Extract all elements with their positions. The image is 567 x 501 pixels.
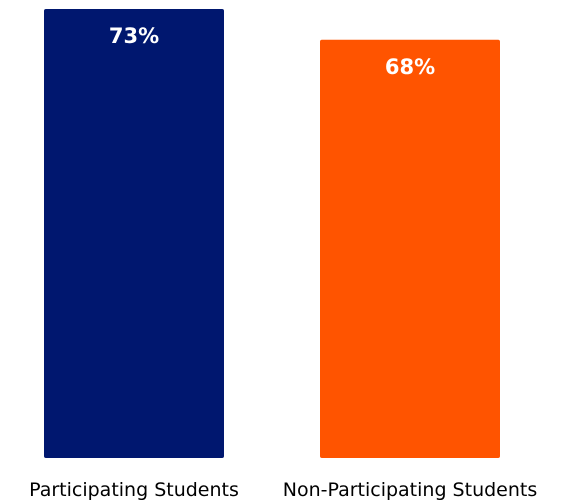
bar-value-label: 68% [385, 55, 435, 79]
category-label: Non-Participating Students [283, 479, 538, 501]
bar-value-label: 73% [109, 24, 159, 48]
bar-2 [320, 39, 500, 459]
value-labels-group: 73% 68% [109, 24, 435, 79]
bars-group [44, 9, 500, 459]
category-labels-group: Participating Students Non-Participating … [29, 479, 537, 501]
bar-1 [44, 9, 224, 458]
category-label: Participating Students [29, 479, 239, 501]
